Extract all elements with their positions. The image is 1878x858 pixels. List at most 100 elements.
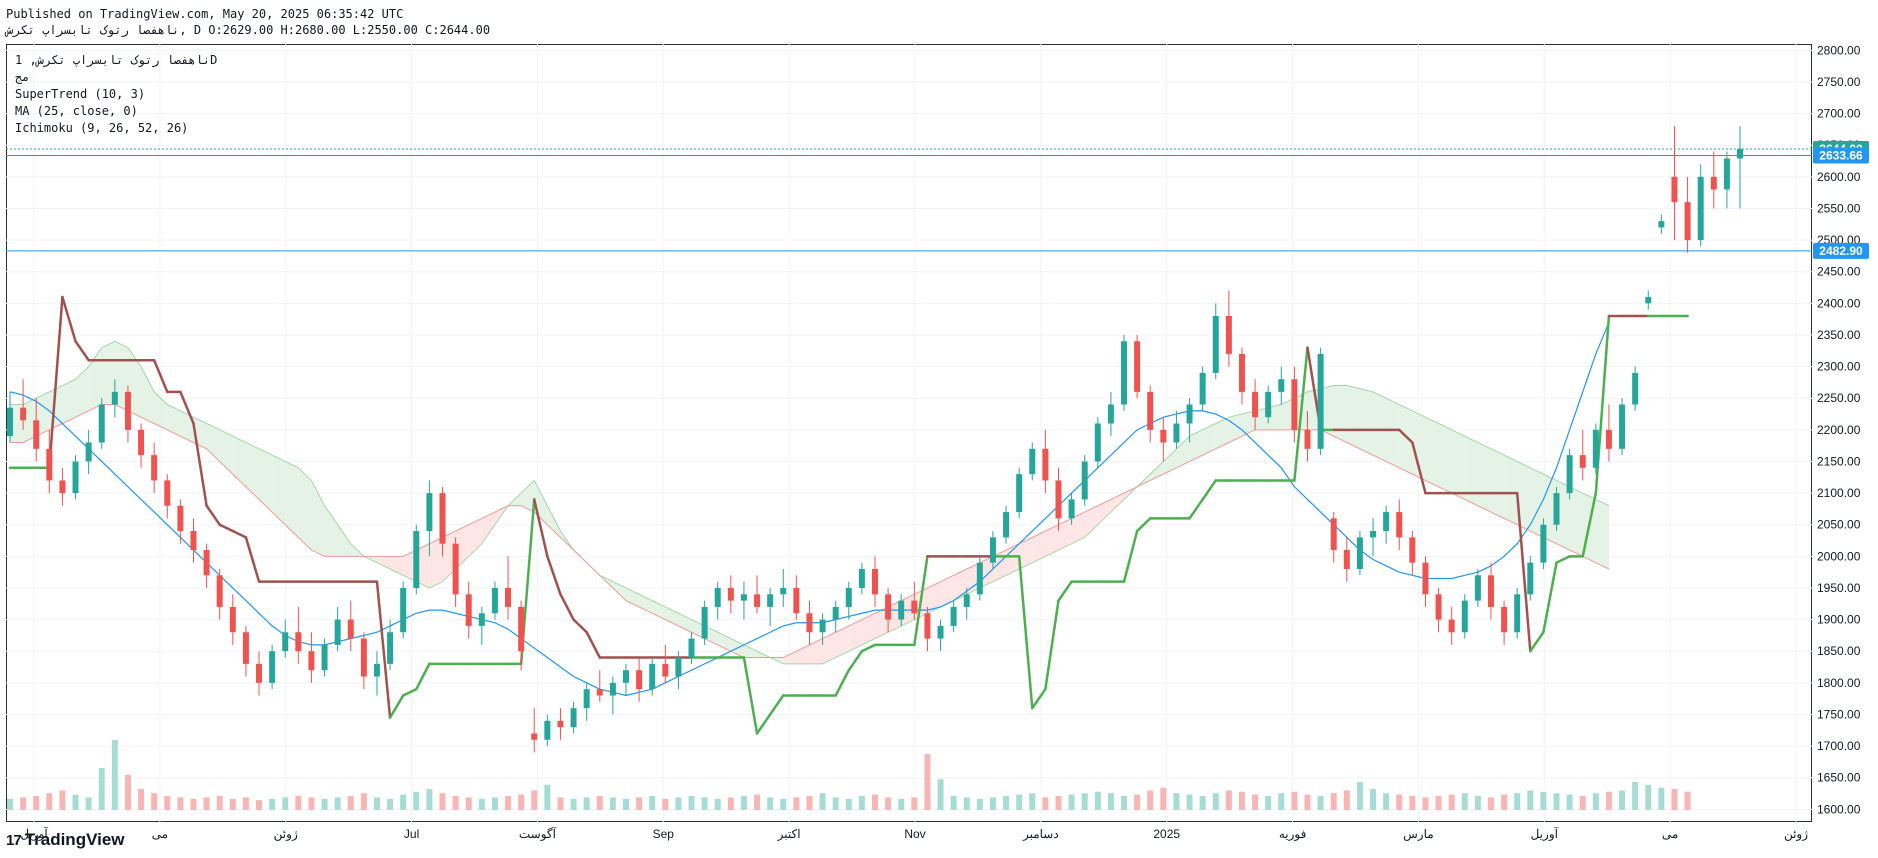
x-tick-label: Nov (904, 827, 925, 841)
candle-body (754, 594, 761, 607)
volume-bar (872, 794, 878, 810)
candle-body (976, 562, 983, 595)
volume-bar (557, 797, 564, 810)
volume-bar (400, 794, 407, 810)
y-tick-label: 1700.00 (1817, 739, 1861, 753)
cloud-segment (1150, 461, 1164, 481)
volume-bar (1356, 782, 1363, 810)
cloud-segment (403, 550, 417, 582)
cloud-segment (1019, 537, 1033, 569)
cloud-segment (979, 556, 993, 588)
ichimoku-cloud (10, 340, 1610, 665)
candle-body (387, 632, 394, 664)
cloud-segment (861, 613, 875, 645)
candle-body (1330, 518, 1337, 551)
cloud-segment (1215, 417, 1229, 449)
volume-bar (583, 797, 590, 810)
supertrend-segment (1397, 428, 1414, 444)
candle-body (1265, 391, 1272, 418)
x-tick-label: ژوئن (274, 827, 298, 841)
candle-body (1278, 379, 1285, 392)
candle-body (714, 587, 721, 607)
cloud-segment (481, 512, 495, 544)
horizontal-lines (6, 148, 1812, 252)
time-axis: آوریل می ژوئن Jul آگوست Sep اکتبر Nov دسامبر 2025… (20, 826, 1808, 841)
candle-body (1422, 562, 1429, 595)
legend-supertrend[interactable]: SuperTrend (10, 3) (15, 87, 146, 101)
cloud-segment (1595, 499, 1609, 569)
volume-bar (1291, 791, 1298, 810)
volume-bar (1330, 793, 1337, 810)
cloud-segment (1097, 499, 1111, 525)
price-tag-label: 2633.66 (1819, 149, 1863, 163)
candle-body (662, 663, 669, 677)
volume-bar (1566, 794, 1573, 810)
legend-ma[interactable]: MA (25, close, 0) (15, 104, 138, 118)
volume-bar (858, 796, 865, 810)
candle-body (1527, 562, 1534, 595)
volume-bar (740, 796, 747, 810)
cloud-segment (966, 562, 980, 595)
candle-body (190, 531, 197, 551)
volume-bar (845, 798, 852, 810)
supertrend-segment (192, 422, 208, 507)
candle-body (1579, 455, 1586, 468)
volume-bar (387, 798, 394, 810)
volume-bar (1383, 793, 1390, 810)
candle-body (1435, 594, 1442, 620)
candle-body (124, 391, 131, 430)
candle-body (203, 550, 210, 576)
candle-body (1553, 493, 1560, 525)
volume-bar (151, 793, 158, 810)
candle-body (557, 720, 564, 728)
candle-body (1658, 221, 1665, 228)
candle-body (1304, 429, 1311, 449)
x-tick-label: اکتبر (777, 827, 801, 841)
supertrend-segment (218, 523, 235, 533)
volume-bar (1160, 787, 1167, 810)
volume-bar (898, 798, 905, 810)
tradingview-brand[interactable]: 17 TradingView (6, 830, 125, 850)
volume-bar (1147, 790, 1154, 810)
supertrend-segment (913, 555, 929, 647)
cloud-segment (848, 619, 862, 652)
candle-body (963, 594, 970, 607)
volume-bar (164, 796, 171, 810)
legend-ichimoku[interactable]: Ichimoku (9, 26, 52, 26) (15, 121, 189, 135)
volume-bar (1121, 796, 1128, 810)
published-text: Published on TradingView.com, May 20, 20… (6, 7, 404, 21)
candle-body (1697, 176, 1704, 241)
candle-body (242, 632, 249, 664)
supertrend-segment (572, 618, 588, 634)
cloud-segment (62, 379, 76, 424)
supertrend-segment (179, 390, 195, 425)
supertrend-segment (152, 359, 169, 394)
volume-bar (334, 797, 341, 810)
volume-bar (937, 779, 944, 810)
cloud-segment (1228, 414, 1242, 443)
x-tick-label: Sep (653, 827, 675, 841)
chart-frame[interactable] (6, 44, 1812, 822)
legend-symbol[interactable]: ناهفصا رتوک تابسراپ تکرش, 1D (15, 53, 218, 67)
y-tick-label: 2300.00 (1817, 360, 1861, 374)
x-tick-label: ژوئن (1784, 827, 1808, 841)
cloud-segment (324, 505, 338, 557)
price-tag-label: 2482.90 (1819, 244, 1863, 258)
volume-bar (1553, 793, 1560, 810)
y-tick-label: 1750.00 (1817, 707, 1861, 721)
candle-body (164, 480, 171, 506)
candle-body (636, 670, 643, 690)
supertrend-segment (1581, 491, 1598, 558)
candle-body (767, 594, 774, 607)
volume-bar (46, 793, 53, 810)
volume-bar (819, 793, 826, 810)
candle-body (505, 587, 512, 607)
volume-bar (216, 796, 223, 810)
volume-bar (662, 798, 669, 810)
cloud-segment (927, 581, 941, 614)
tradingview-logo-icon: 17 (6, 831, 22, 849)
cloud-segment (1255, 407, 1269, 430)
y-tick-label: 1600.00 (1817, 802, 1861, 816)
cloud-segment (36, 391, 50, 437)
